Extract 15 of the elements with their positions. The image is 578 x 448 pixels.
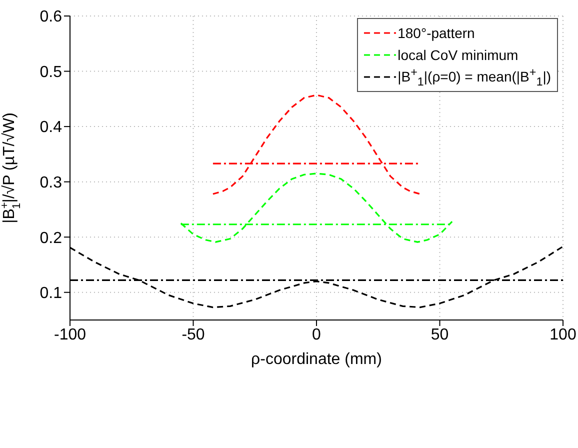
y-tick-label: 0.1 [40, 285, 62, 302]
y-tick-label: 0.4 [40, 119, 62, 136]
x-axis-title: ρ-coordinate (mm) [251, 351, 382, 368]
x-tick-label: 100 [550, 326, 576, 344]
x-tick-label: -100 [54, 326, 86, 344]
x-tick-label: 50 [430, 326, 449, 344]
y-tick-label: 0.5 [40, 64, 62, 81]
legend-label: local CoV minimum [398, 47, 518, 63]
y-tick-label: 0.6 [40, 8, 62, 26]
x-tick-label: 0 [312, 326, 322, 344]
y-tick-label: 0.2 [40, 230, 62, 247]
legend-label: 180°-pattern [398, 25, 475, 41]
legend-label: |B$^{+}$$_{1}$|(ρ=0) = mean(|B$^{+}$$_{1}$|) [398, 66, 551, 88]
x-tick-label: -50 [182, 326, 205, 344]
y-tick-label: 0.3 [40, 174, 62, 192]
